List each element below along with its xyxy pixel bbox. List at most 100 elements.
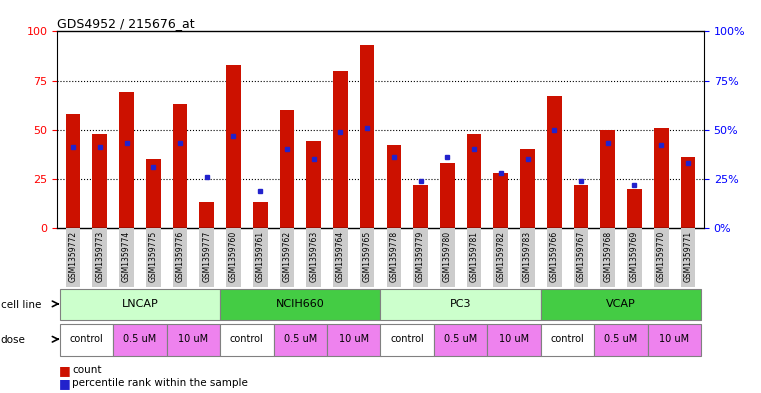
Text: GSM1359771: GSM1359771 — [683, 231, 693, 282]
Text: GSM1359781: GSM1359781 — [470, 231, 479, 282]
Bar — [600, 130, 615, 228]
Text: 0.5 uM: 0.5 uM — [123, 334, 157, 344]
Text: cell line: cell line — [1, 299, 41, 310]
Bar — [173, 228, 187, 287]
Bar — [113, 324, 167, 356]
Bar — [387, 228, 401, 287]
Text: GSM1359766: GSM1359766 — [549, 231, 559, 282]
Bar — [60, 324, 113, 356]
Bar — [541, 324, 594, 356]
Text: GSM1359765: GSM1359765 — [363, 231, 371, 282]
Text: GSM1359767: GSM1359767 — [577, 231, 585, 282]
Bar — [547, 96, 562, 228]
Bar — [220, 324, 274, 356]
Bar — [279, 228, 295, 287]
Bar — [380, 324, 434, 356]
Text: control: control — [551, 334, 584, 344]
Bar — [119, 228, 134, 287]
Text: percentile rank within the sample: percentile rank within the sample — [72, 378, 248, 388]
Bar — [547, 228, 562, 287]
Bar — [274, 324, 327, 356]
Text: GDS4952 / 215676_at: GDS4952 / 215676_at — [57, 17, 195, 30]
Bar — [65, 228, 81, 287]
Text: GSM1359774: GSM1359774 — [122, 231, 131, 282]
Bar — [226, 228, 240, 287]
Bar — [413, 185, 428, 228]
Text: GSM1359775: GSM1359775 — [149, 231, 158, 282]
Bar — [466, 228, 482, 287]
Bar — [600, 228, 615, 287]
Text: GSM1359762: GSM1359762 — [282, 231, 291, 282]
Bar — [65, 114, 81, 228]
Bar — [146, 228, 161, 287]
Text: GSM1359782: GSM1359782 — [496, 231, 505, 282]
Bar — [574, 185, 588, 228]
Bar — [307, 141, 321, 228]
Bar — [253, 228, 268, 287]
Text: 0.5 uM: 0.5 uM — [284, 334, 317, 344]
Bar — [226, 65, 240, 228]
Text: control: control — [69, 334, 103, 344]
Text: GSM1359761: GSM1359761 — [256, 231, 265, 282]
Bar — [333, 228, 348, 287]
Text: VCAP: VCAP — [607, 299, 636, 309]
Text: 10 uM: 10 uM — [499, 334, 529, 344]
Bar — [413, 228, 428, 287]
Bar — [493, 173, 508, 228]
Bar — [654, 228, 668, 287]
Text: control: control — [230, 334, 264, 344]
Bar — [253, 202, 268, 228]
Text: GSM1359779: GSM1359779 — [416, 231, 425, 282]
Bar — [360, 228, 374, 287]
Bar — [333, 71, 348, 228]
Bar — [680, 157, 696, 228]
Text: 10 uM: 10 uM — [339, 334, 369, 344]
Bar — [93, 134, 107, 228]
Bar — [654, 128, 668, 228]
Bar — [627, 189, 642, 228]
Text: GSM1359777: GSM1359777 — [202, 231, 212, 282]
Bar — [119, 92, 134, 228]
Bar — [327, 324, 380, 356]
Text: 0.5 uM: 0.5 uM — [444, 334, 477, 344]
Bar — [521, 149, 535, 228]
Text: dose: dose — [1, 335, 26, 345]
Text: GSM1359780: GSM1359780 — [443, 231, 452, 282]
Bar — [594, 324, 648, 356]
Text: GSM1359783: GSM1359783 — [523, 231, 532, 282]
Bar — [307, 228, 321, 287]
Bar — [146, 159, 161, 228]
Text: 10 uM: 10 uM — [178, 334, 209, 344]
Bar — [487, 324, 541, 356]
Text: 10 uM: 10 uM — [660, 334, 689, 344]
Text: ■: ■ — [59, 364, 71, 377]
Bar — [466, 134, 482, 228]
Bar — [199, 228, 214, 287]
Bar — [574, 228, 588, 287]
Text: GSM1359776: GSM1359776 — [176, 231, 184, 282]
Text: GSM1359773: GSM1359773 — [95, 231, 104, 282]
Bar — [220, 288, 380, 321]
Bar — [279, 110, 295, 228]
Text: GSM1359772: GSM1359772 — [68, 231, 78, 282]
Text: NCIH660: NCIH660 — [276, 299, 325, 309]
Bar — [493, 228, 508, 287]
Text: GSM1359769: GSM1359769 — [630, 231, 639, 282]
Bar — [680, 228, 696, 287]
Text: 0.5 uM: 0.5 uM — [604, 334, 638, 344]
Bar — [541, 288, 701, 321]
Text: count: count — [72, 365, 102, 375]
Text: GSM1359768: GSM1359768 — [603, 231, 612, 282]
Bar — [199, 202, 214, 228]
Text: GSM1359778: GSM1359778 — [390, 231, 398, 282]
Bar — [380, 288, 541, 321]
Bar — [60, 288, 220, 321]
Text: LNCAP: LNCAP — [122, 299, 158, 309]
Text: ■: ■ — [59, 376, 71, 390]
Text: GSM1359770: GSM1359770 — [657, 231, 666, 282]
Bar — [360, 45, 374, 228]
Text: GSM1359763: GSM1359763 — [309, 231, 318, 282]
Text: PC3: PC3 — [450, 299, 471, 309]
Text: control: control — [390, 334, 424, 344]
Bar — [521, 228, 535, 287]
